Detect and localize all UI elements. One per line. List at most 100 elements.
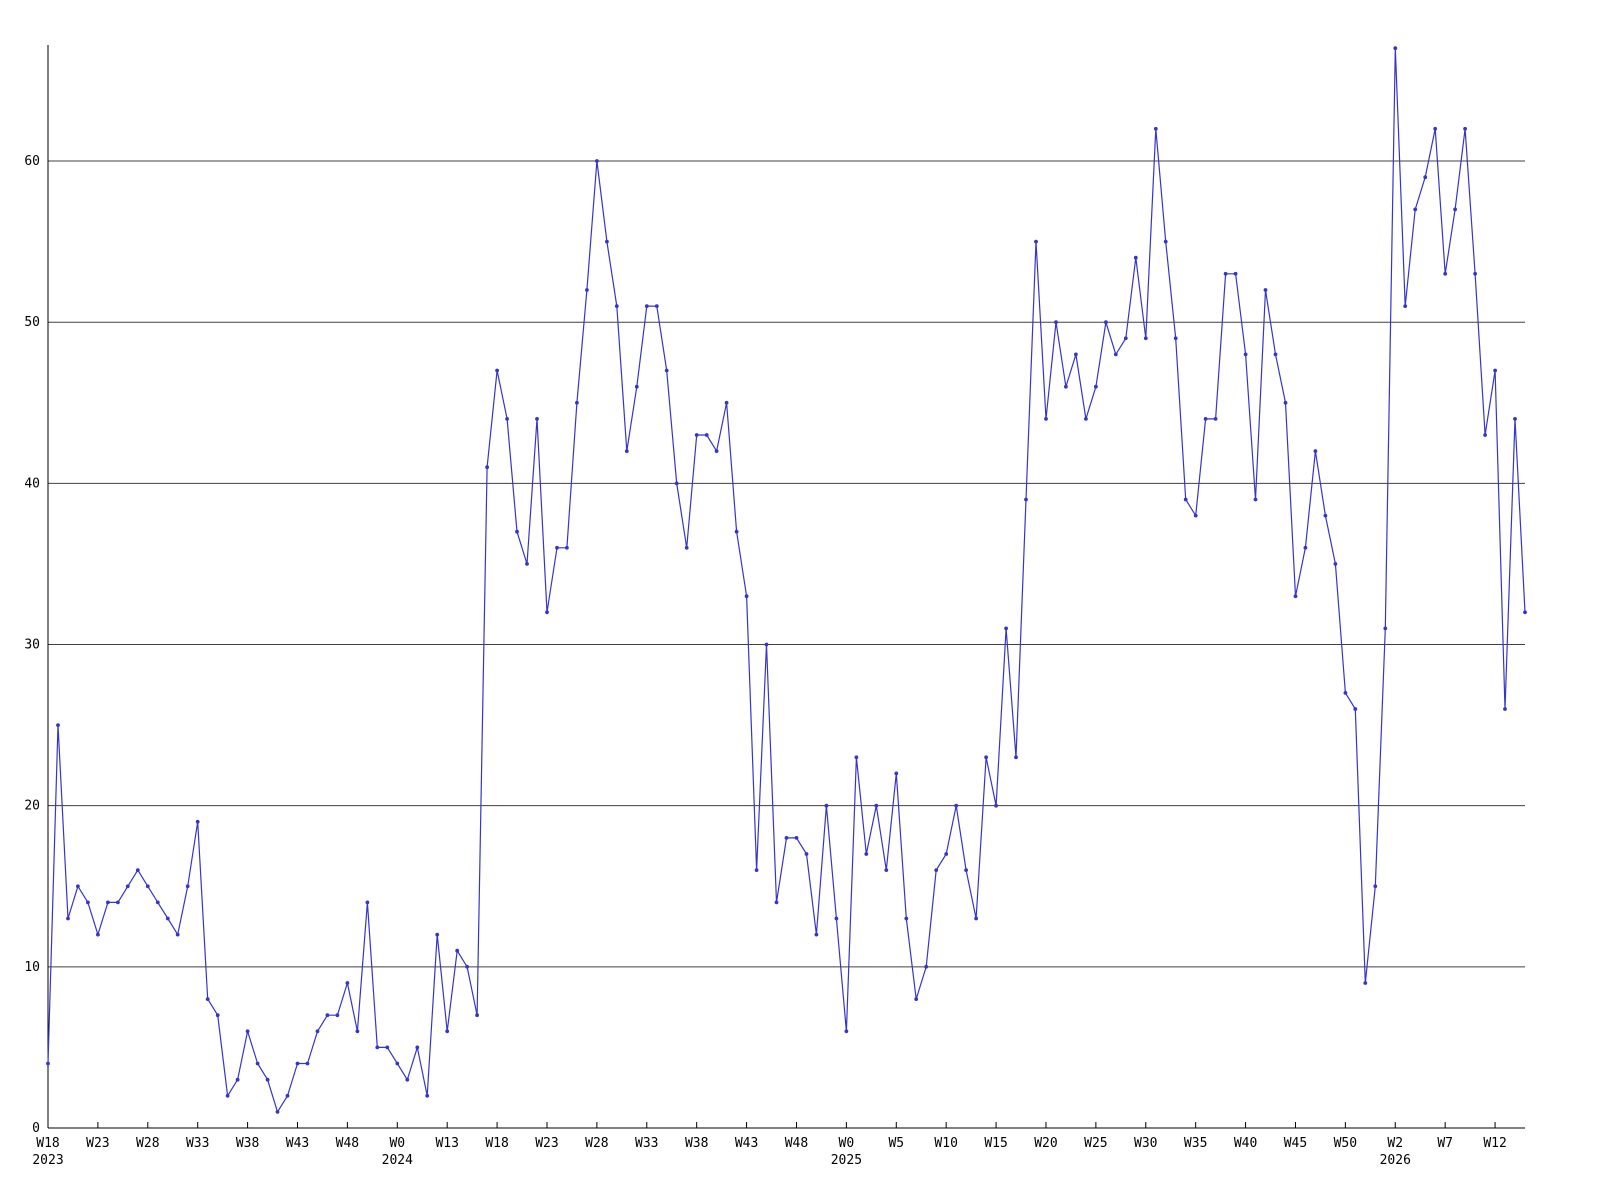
data-point (295, 1061, 300, 1066)
data-point (1173, 336, 1178, 341)
data-point (794, 836, 799, 840)
data-point (135, 868, 140, 872)
data-point (1213, 417, 1218, 421)
data-point (744, 594, 749, 599)
data-point (175, 932, 180, 937)
data-point (565, 545, 569, 550)
data-point (924, 964, 929, 969)
data-point (1153, 126, 1158, 131)
data-point (245, 1029, 250, 1034)
y-axis-tick-label: 10 (24, 960, 40, 975)
data-point (215, 1013, 220, 1018)
data-point (1483, 433, 1487, 437)
data-point (1223, 271, 1228, 276)
data-point (724, 400, 729, 405)
data-point (235, 1077, 240, 1082)
data-point (1094, 384, 1098, 389)
x-axis-tick-label: W33 (186, 1136, 209, 1151)
data-point (1403, 304, 1408, 308)
data-point (585, 288, 589, 292)
data-point (1443, 271, 1448, 276)
data-point (984, 755, 988, 760)
data-point (345, 981, 350, 985)
data-point (405, 1077, 410, 1082)
data-point (155, 900, 160, 905)
data-point (205, 997, 210, 1001)
data-point (1343, 691, 1348, 695)
x-axis-tick-label: W7 (1437, 1136, 1453, 1151)
data-point (714, 449, 719, 453)
data-point (1453, 207, 1457, 212)
data-point (165, 916, 170, 921)
data-point (964, 868, 968, 872)
data-point (1283, 400, 1288, 405)
data-point (704, 433, 709, 437)
data-point (1263, 288, 1268, 292)
data-point (106, 900, 110, 905)
data-point (1044, 417, 1048, 421)
data-point (734, 529, 739, 534)
data-point (1293, 594, 1298, 599)
data-point (1463, 126, 1467, 131)
data-point (1133, 255, 1138, 260)
x-axis-tick-label: W48 (336, 1136, 359, 1151)
x-axis-tick-label: W13 (435, 1136, 458, 1151)
data-point (1323, 513, 1328, 518)
data-point (225, 1093, 230, 1098)
data-point (824, 803, 829, 808)
data-point (66, 916, 70, 921)
data-point (844, 1029, 849, 1034)
x-axis-tick-label: W28 (585, 1136, 608, 1151)
data-point (764, 642, 769, 647)
data-point (1034, 239, 1038, 244)
data-point (465, 964, 469, 969)
x-axis-tick-label: W48 (785, 1136, 808, 1151)
data-point (934, 868, 939, 872)
x-axis-tick-label: W15 (984, 1136, 1007, 1151)
data-point (834, 916, 839, 921)
data-point (355, 1029, 360, 1034)
data-point (1423, 175, 1428, 180)
data-point (525, 562, 529, 566)
data-point (1473, 271, 1477, 276)
data-point (365, 900, 370, 905)
data-point (1523, 610, 1527, 615)
x-axis-tick-label: W38 (236, 1136, 259, 1151)
data-point (954, 803, 959, 808)
data-point (385, 1045, 390, 1050)
data-point (335, 1013, 340, 1018)
data-point (914, 997, 919, 1001)
data-point (774, 900, 779, 905)
data-point (1513, 417, 1517, 421)
data-point (1333, 562, 1338, 566)
x-axis-tick-label: W12 (1483, 1136, 1506, 1151)
data-point (664, 368, 669, 373)
x-axis-tick-label: W23 (535, 1136, 558, 1151)
data-point (1024, 497, 1028, 502)
data-point (285, 1093, 290, 1098)
data-point (475, 1013, 479, 1018)
x-axis-tick-label: W40 (1234, 1136, 1257, 1151)
data-point (864, 852, 869, 856)
y-axis-tick-label: 20 (24, 799, 40, 814)
x-axis-tick-label: W43 (735, 1136, 758, 1151)
x-axis-tick-label: W50 (1334, 1136, 1357, 1151)
data-point (485, 465, 489, 470)
data-point (415, 1045, 420, 1050)
data-point (814, 932, 819, 937)
data-point (1253, 497, 1258, 502)
data-point (854, 755, 859, 760)
data-point (654, 304, 659, 308)
data-point (1193, 513, 1198, 518)
data-point (1113, 352, 1118, 357)
data-point (56, 723, 60, 727)
data-point (1004, 626, 1008, 631)
x-axis-year-label: 2025 (831, 1153, 862, 1168)
data-point (1273, 352, 1278, 357)
data-point (1373, 884, 1378, 889)
data-point (1104, 320, 1108, 325)
data-point (435, 932, 440, 937)
data-point (265, 1077, 270, 1082)
